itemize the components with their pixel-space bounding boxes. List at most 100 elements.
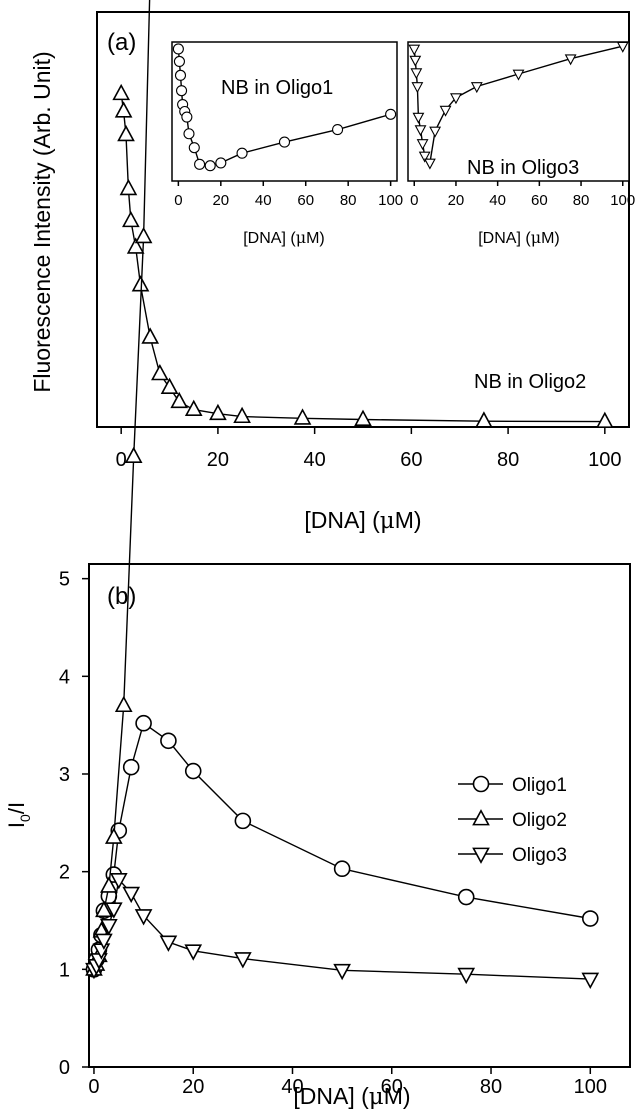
inset-oligo1-curve-line — [177, 48, 391, 167]
oligo3-curve-point — [581, 972, 600, 990]
inset-oligo1-curve-point — [176, 85, 188, 97]
oligo2-curve-point — [141, 327, 160, 344]
panel-b-x-tick-label: 20 — [182, 1076, 204, 1098]
oligo1-curve-point — [457, 888, 475, 906]
oligo3-curve-point — [457, 967, 476, 985]
inset-oligo1-x-tick-label: 80 — [340, 192, 357, 209]
inset-oligo1-curve-point — [174, 69, 187, 81]
oligo2-curve-point — [134, 226, 153, 244]
panel-a-x-tick-label: 100 — [588, 449, 621, 471]
inset-oligo1-frame — [171, 41, 398, 182]
oligo3-curve-point — [333, 963, 351, 981]
panel-a-plot-frame — [96, 11, 630, 428]
panel-a-x-tick-label: 80 — [497, 449, 519, 471]
panel-a: (a) Fluorescence Intensity (Arb. Unit) 0… — [29, 11, 635, 534]
panel-a-x-tick-label: 20 — [207, 449, 229, 471]
inset-oligo3-curve-point — [450, 93, 462, 105]
inset-oligo3: NB in Oligo3 0 20 40 60 80 100 [DNA] (μM) — [407, 41, 635, 247]
panel-b-x-tick-label: 80 — [480, 1076, 502, 1098]
inset-oligo3-curve-point — [418, 151, 431, 163]
inset-oligo1-curve-point — [278, 136, 291, 148]
oligo3-curve-point — [159, 935, 178, 952]
panel-a-annotation: NB in Oligo2 — [474, 371, 586, 393]
panel-a-label: (a) — [107, 29, 136, 56]
panel-b-y-tick-label: 3 — [59, 764, 70, 786]
inset-oligo1-curve-point — [188, 142, 200, 154]
inset-oligo3-curve-point — [409, 55, 422, 67]
inset-oligo1-curve-point — [236, 147, 248, 159]
oligo2-curve-point — [117, 124, 135, 142]
oligo2-curve-point — [100, 876, 118, 893]
oligo2-curve-point — [95, 900, 113, 918]
panel-b-plot-frame — [88, 563, 631, 1068]
inset-oligo1-curve-point — [194, 158, 206, 170]
panel-b-y-ticks: 0 1 2 3 4 5 — [59, 569, 89, 1079]
oligo2-curve-point — [293, 408, 312, 425]
panel-a-x-axis-label: [DNA] (μM) — [304, 507, 421, 534]
inset-oligo3-x-ticks: 0 20 40 60 80 100 — [410, 181, 635, 209]
panel-b-x-axis-label: [DNA] (μM) — [293, 1083, 410, 1110]
inset-oligo1-curve-point — [181, 111, 193, 123]
inset-oligo3-x-tick-label: 40 — [489, 192, 506, 209]
oligo1-curve-point — [135, 714, 152, 732]
oligo2-curve-point — [184, 399, 203, 416]
panel-a-x-tick-label: 0 — [116, 449, 127, 471]
inset-oligo3-curve-point — [408, 44, 421, 56]
oligo2-curve-point — [233, 406, 251, 424]
inset-oligo3-curve-point — [564, 54, 577, 66]
oligo3-curve-point — [134, 909, 153, 926]
inset-oligo1-series — [172, 43, 397, 172]
panel-b-y-tick-label: 2 — [59, 862, 70, 884]
oligo1-curve-point — [122, 758, 140, 776]
legend-marker — [472, 847, 490, 864]
oligo2-curve-point — [475, 411, 493, 428]
panel-b-y-axis-label: I0/I — [4, 802, 33, 828]
oligo1-curve-point — [184, 762, 202, 780]
oligo3-curve-point — [104, 902, 123, 919]
inset-oligo1-curve-point — [332, 124, 344, 136]
oligo2-curve-point — [124, 446, 143, 463]
inset-oligo1-curve-point — [172, 43, 184, 55]
inset-oligo3-curve-point — [411, 82, 424, 94]
oligo3-curve-point — [100, 918, 118, 936]
legend-label: Oligo2 — [512, 810, 567, 831]
oligo2-curve-point — [112, 83, 131, 101]
inset-oligo1: NB in Oligo1 0 20 40 60 80 100 [DNA] (μM) — [171, 41, 403, 247]
oligo2-curve-point — [595, 411, 614, 429]
inset-oligo1-x-tick-label: 0 — [174, 192, 182, 209]
oligo2-curve-point — [131, 275, 150, 292]
inset-oligo3-curve-point — [439, 105, 452, 117]
inset-oligo1-curve-point — [173, 55, 185, 68]
oligo3-curve-point — [109, 873, 128, 890]
panel-a-x-ticks: 0 20 40 60 80 100 — [116, 427, 622, 471]
panel-b-series — [85, 0, 600, 990]
inset-oligo3-curve-point — [414, 125, 427, 137]
oligo2-curve-point — [151, 363, 169, 381]
oligo1-curve-point — [234, 812, 252, 830]
panel-b-legend: Oligo1 Oligo2 Oligo3 — [458, 775, 567, 866]
inset-oligo3-curve-point — [423, 158, 436, 170]
inset-oligo1-x-tick-label: 20 — [212, 192, 229, 209]
inset-oligo1-curve-point — [204, 160, 216, 172]
panel-b-y-tick-label: 5 — [59, 569, 70, 591]
panel-b-x-ticks: 0 20 40 60 80 100 — [88, 1067, 607, 1098]
inset-oligo3-x-tick-label: 100 — [610, 192, 635, 209]
oligo2-curve-point — [209, 403, 227, 421]
legend-marker — [472, 809, 490, 826]
inset-oligo3-curve-point — [429, 126, 442, 138]
oligo2-curve-point — [160, 377, 179, 395]
inset-oligo1-title: NB in Oligo1 — [221, 77, 333, 99]
inset-oligo3-x-tick-label: 80 — [573, 192, 590, 209]
inset-oligo1-x-tick-label: 100 — [378, 192, 403, 209]
inset-oligo1-x-tick-label: 60 — [297, 192, 314, 209]
inset-oligo1-curve-point — [183, 128, 195, 140]
panel-b-x-tick-label: 60 — [381, 1076, 403, 1098]
oligo2-curve-point — [126, 237, 145, 254]
inset-oligo3-curve-point — [412, 112, 425, 124]
panel-a-x-tick-label: 40 — [304, 449, 326, 471]
inset-oligo3-curve-point — [512, 69, 525, 81]
oligo2-curve-point — [170, 391, 189, 409]
oligo3-curve-point — [234, 952, 252, 969]
